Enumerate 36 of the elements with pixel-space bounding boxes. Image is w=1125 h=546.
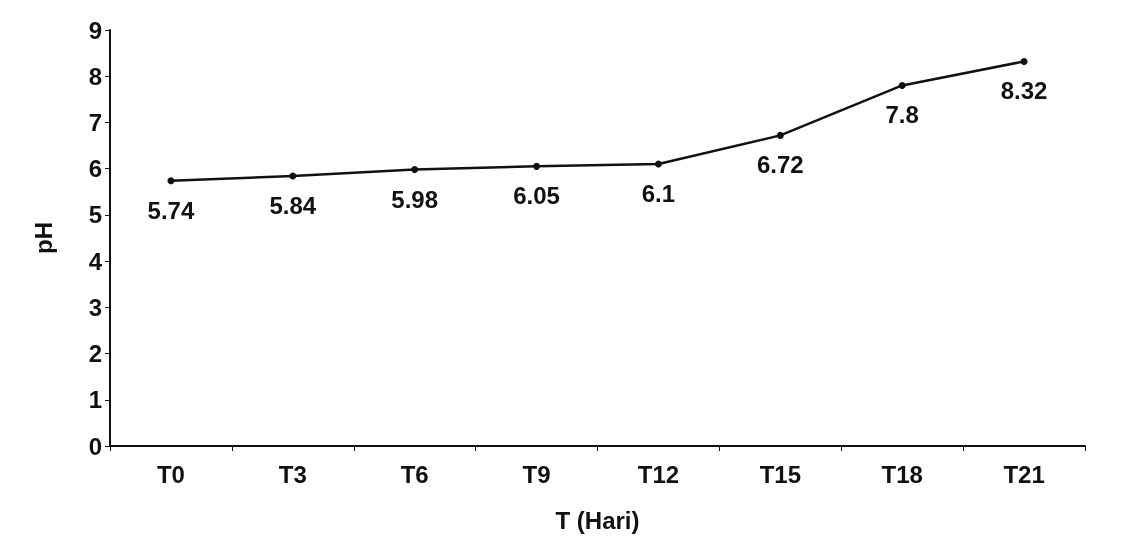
y-tick-label: 9 <box>88 16 102 44</box>
point <box>1020 57 1028 65</box>
x-tick-label: T0 <box>156 460 185 488</box>
x-tick-label: T21 <box>1003 460 1045 488</box>
x-tick-label: T3 <box>278 460 307 488</box>
x-tick-label: T9 <box>522 460 551 488</box>
y-axis-title: pH <box>29 222 57 254</box>
data-label: 5.98 <box>391 185 439 213</box>
point <box>776 131 784 139</box>
y-tick-label: 2 <box>88 340 102 368</box>
point <box>289 172 297 180</box>
point <box>533 162 541 170</box>
point <box>654 160 662 168</box>
y-tick-label: 0 <box>88 432 102 460</box>
data-label: 6.05 <box>513 182 560 210</box>
y-tick-label: 3 <box>88 293 102 321</box>
data-label: 5.84 <box>269 192 317 220</box>
y-tick-label: 1 <box>88 386 102 414</box>
point <box>167 177 175 185</box>
data-label: 6.72 <box>756 151 804 179</box>
y-tick-label: 6 <box>88 155 102 183</box>
point <box>898 81 906 89</box>
data-label: 6.1 <box>641 180 676 208</box>
data-label: 8.32 <box>1000 77 1048 105</box>
y-tick-label: 5 <box>88 201 102 229</box>
y-tick-label: 7 <box>88 108 102 136</box>
point <box>411 166 419 174</box>
x-tick-label: T12 <box>637 460 680 488</box>
x-axis-title: T (Hari) <box>555 506 640 534</box>
data-label: 7.8 <box>885 101 919 129</box>
y-tick-label: 4 <box>88 247 103 275</box>
data-label: 5.74 <box>147 196 195 224</box>
x-tick-label: T6 <box>400 460 429 488</box>
y-tick-label: 8 <box>88 62 102 90</box>
x-tick-label: T15 <box>759 460 801 488</box>
x-tick-label: T18 <box>881 460 923 488</box>
